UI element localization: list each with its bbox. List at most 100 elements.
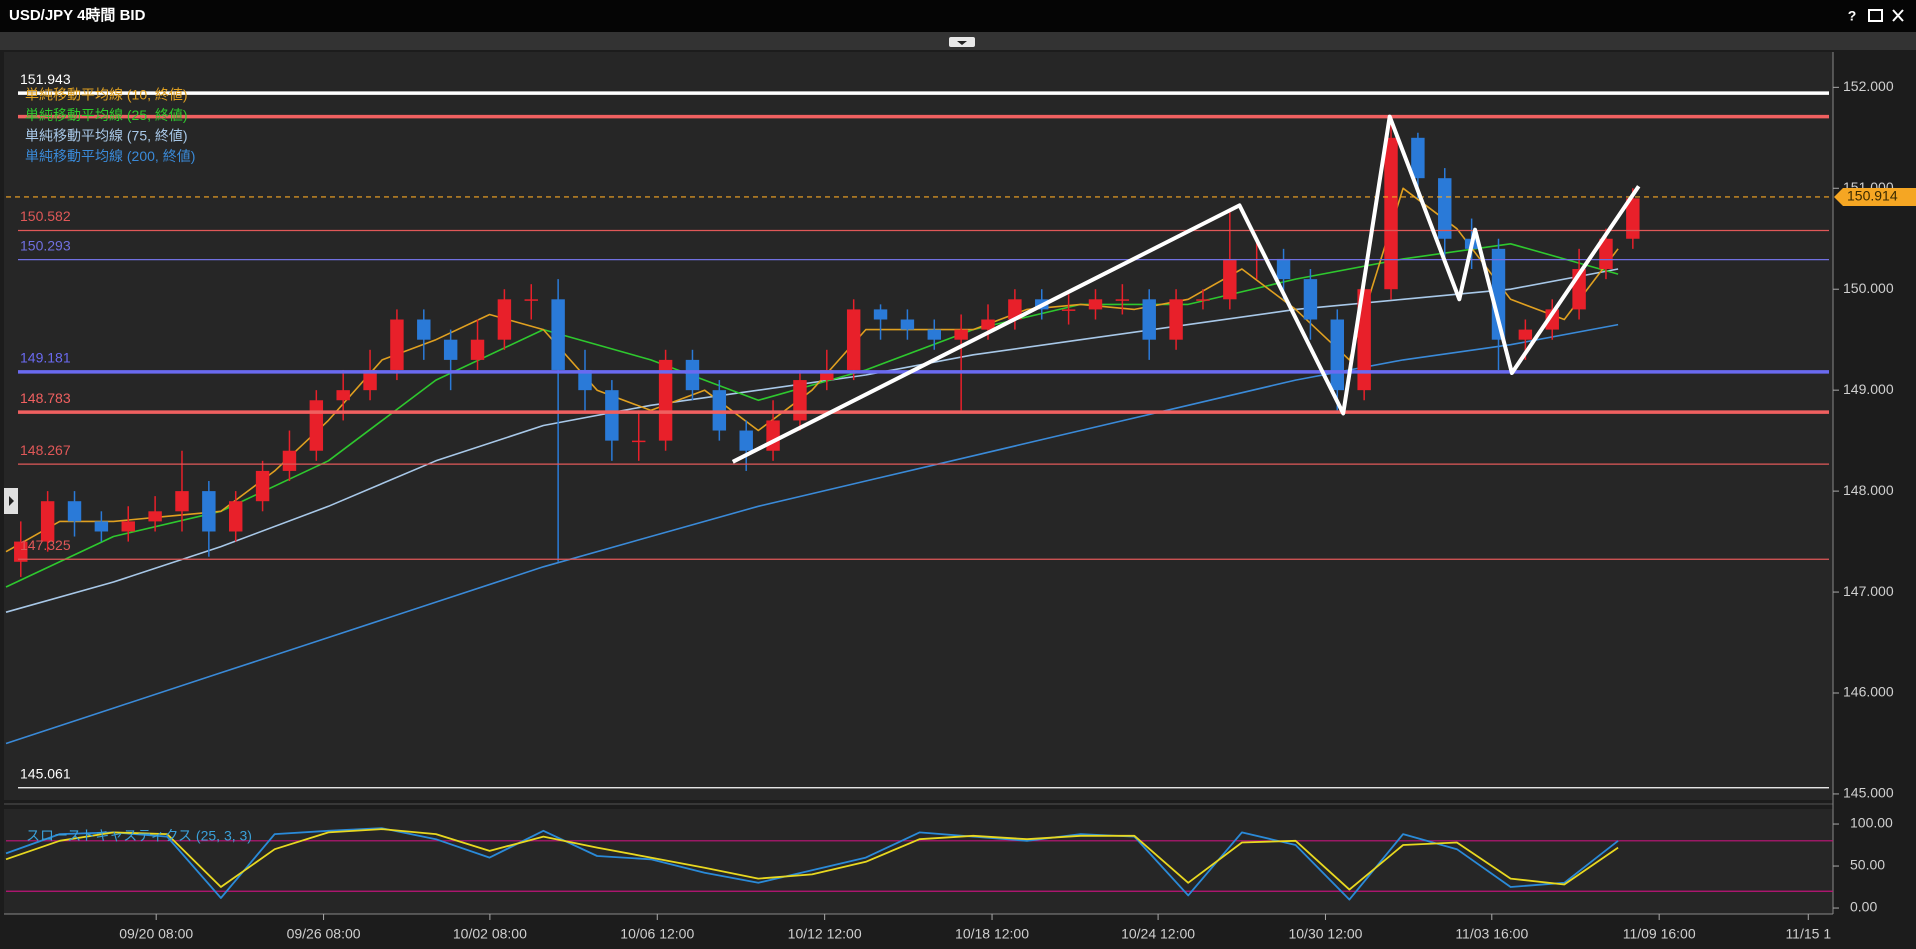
candle-body — [1303, 279, 1318, 320]
candle-body — [148, 511, 162, 522]
candle-body — [470, 339, 485, 360]
moving-average — [5, 268, 1619, 613]
candle-body — [363, 369, 377, 391]
candle-body — [658, 359, 673, 441]
candle-body — [309, 400, 324, 451]
x-tick-label: 10/18 12:00 — [955, 926, 1029, 942]
collapse-arrow — [957, 41, 967, 45]
candle-body — [954, 329, 968, 340]
candle-body — [900, 319, 915, 330]
candle-body — [40, 501, 55, 542]
candle-body — [766, 420, 780, 451]
stoch-line — [5, 828, 1619, 891]
y-tick-label: 145.000 — [1843, 785, 1894, 801]
y-tick-label: 100.00 — [1850, 815, 1893, 831]
level-label: 147.325 — [20, 537, 71, 553]
candle-body — [1491, 248, 1506, 340]
x-tick-label: 11/15 1 — [1785, 926, 1831, 942]
candle-body — [1142, 299, 1156, 340]
candle-body — [793, 380, 807, 421]
level-label: 145.061 — [20, 765, 71, 781]
legend-item: 単純移動平均線 (25, 終値) — [25, 107, 188, 123]
candle-body — [202, 491, 216, 532]
candle-body — [1438, 178, 1452, 239]
candle-body — [1115, 299, 1130, 301]
candle-body — [873, 309, 888, 320]
y-tick-label: 148.000 — [1843, 482, 1894, 498]
candle-body — [1626, 198, 1640, 239]
x-tick-label: 11/09 16:00 — [1623, 926, 1696, 942]
moving-average — [5, 243, 1619, 588]
candle-body — [1518, 329, 1533, 340]
candle-body — [94, 521, 109, 532]
x-tick-label: 10/02 08:00 — [453, 926, 527, 942]
x-tick-label: 10/24 12:00 — [1121, 926, 1195, 942]
legend-item: 単純移動平均線 (75, 終値) — [25, 128, 188, 144]
y-tick-label: 149.000 — [1843, 381, 1894, 397]
y-tick-label: 0.00 — [1850, 899, 1877, 915]
candle-body — [1357, 289, 1371, 391]
stoch-line — [5, 827, 1619, 901]
x-tick-label: 09/20 08:00 — [119, 926, 193, 942]
last-price-label: 150.914 — [1847, 188, 1898, 204]
candle-body — [632, 440, 646, 443]
candle-body — [605, 390, 619, 441]
candle-body — [417, 319, 431, 340]
candle-body — [524, 299, 538, 301]
candle-body — [846, 309, 861, 370]
candle-body — [1276, 258, 1291, 280]
stochastic-chart: 0.00 50.00 100.00 スローストキャスティクス (25, 3, 3) 09… — [5, 815, 1893, 942]
y-tick-label: 147.000 — [1843, 583, 1894, 599]
moving-average — [5, 187, 1619, 553]
x-tick-label: 11/03 16:00 — [1455, 926, 1528, 942]
candle-body — [1330, 319, 1345, 391]
legend-item: 単純移動平均線 (200, 終値) — [25, 148, 195, 164]
candle-body — [175, 491, 189, 512]
close-button[interactable] — [1892, 9, 1904, 22]
candle-body — [578, 369, 592, 391]
candle-body — [67, 501, 82, 522]
candle-body — [1223, 258, 1237, 300]
title-bar — [0, 0, 1916, 32]
level-label: 151.943 — [20, 71, 71, 87]
candle-body — [1061, 309, 1076, 311]
x-tick-label: 10/06 12:00 — [620, 926, 694, 942]
candle-body — [390, 319, 404, 370]
stoch-title: スローストキャスティクス (25, 3, 3) — [26, 828, 252, 844]
stoch-panel — [4, 809, 1833, 914]
candle-body — [551, 299, 565, 370]
candle-body — [1008, 299, 1022, 320]
side-tab-arrow — [9, 496, 14, 506]
level-label: 148.267 — [20, 442, 71, 458]
main-panel — [4, 52, 1833, 800]
level-label: 150.582 — [20, 208, 71, 224]
candle-body — [1411, 137, 1425, 179]
candle-body — [1599, 238, 1613, 270]
level-label: 149.181 — [20, 350, 71, 366]
trend-drawing — [731, 114, 1641, 464]
help-button[interactable]: ? — [1848, 8, 1857, 24]
candle-body — [14, 541, 28, 562]
y-tick-label: 50.00 — [1850, 857, 1885, 873]
candle-body — [1384, 137, 1398, 290]
candle-body — [229, 501, 243, 532]
candle-body — [981, 319, 995, 330]
candle-body — [1196, 299, 1210, 301]
y-tick-label: 150.000 — [1843, 280, 1894, 296]
legend-item: 単純移動平均線 (10, 終値) — [25, 87, 188, 103]
window-title: USD/JPY 4時間 BID — [9, 6, 146, 24]
level-label: 150.293 — [20, 237, 71, 253]
candle-body — [282, 450, 297, 471]
level-label: 148.783 — [20, 390, 71, 406]
main-chart: 145.000 146.000 147.000 148.000 149.000 150.0… — [5, 71, 1916, 801]
x-tick-label: 10/30 12:00 — [1288, 926, 1362, 942]
candle-body — [336, 390, 350, 401]
x-tick-label: 10/12 12:00 — [788, 926, 862, 942]
candle-body — [255, 470, 270, 502]
candle-body — [927, 329, 941, 340]
candle-body — [685, 359, 700, 391]
candle-body — [1088, 299, 1103, 310]
maximize-button[interactable] — [1868, 9, 1883, 22]
